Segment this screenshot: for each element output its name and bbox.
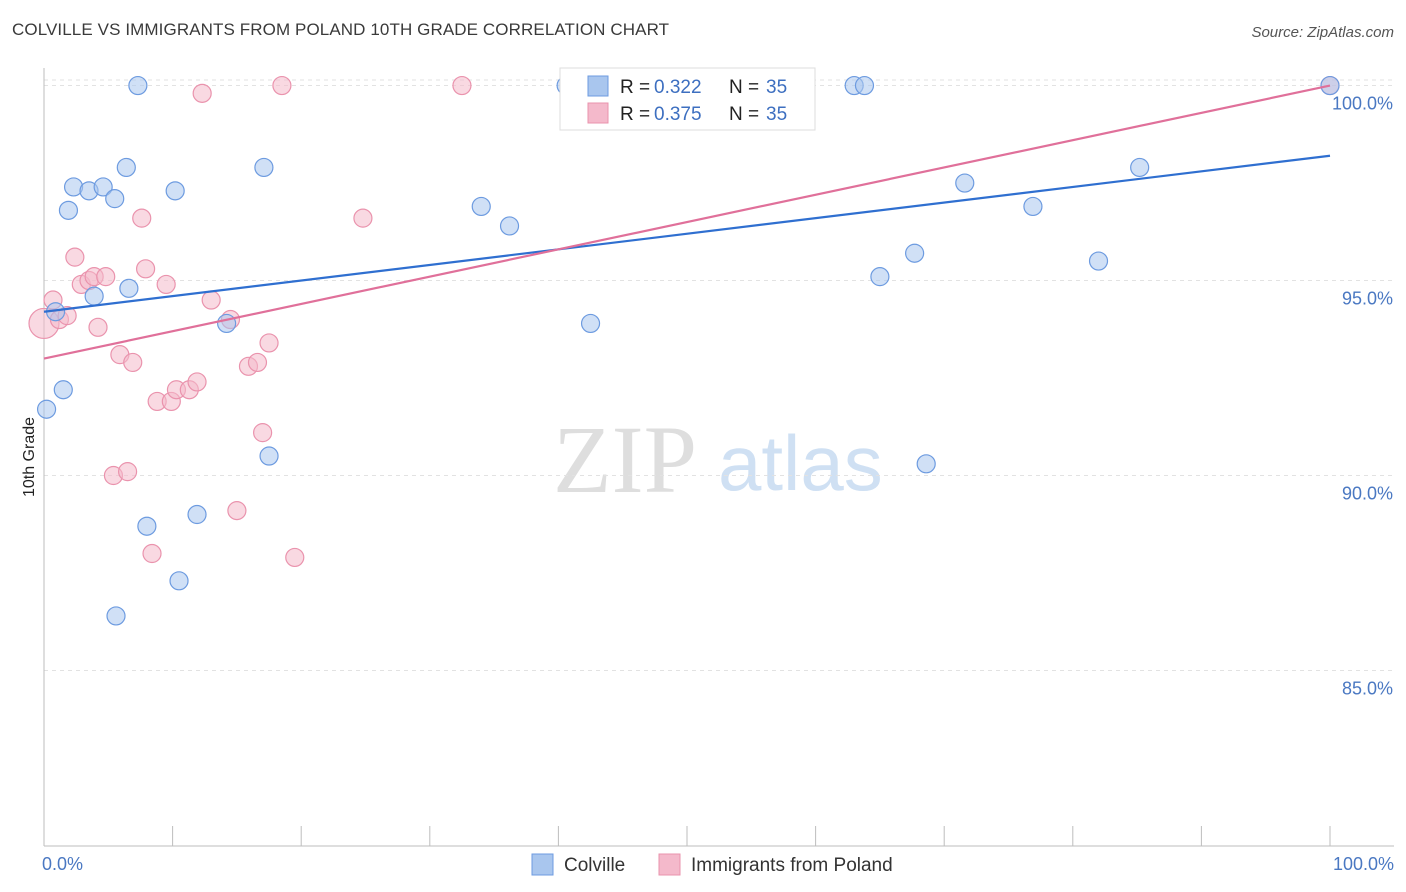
stats-colville-r-value: 0.322 [654,77,702,98]
colville-point-10 [116,157,136,178]
colville-point-18 [254,157,274,178]
poland-point-22 [187,372,207,392]
stats-poland-swatch [587,102,609,124]
stats-poland-n-value: 35 [766,104,787,125]
poland-point-23 [192,83,212,103]
colville-point-17 [217,313,237,334]
poland-point-28 [247,352,268,373]
colville-point-21 [499,216,520,236]
colville-point-2 [53,380,73,400]
colville-point-28 [870,267,890,287]
y-tick-label-85: 85.0% [1342,679,1393,699]
colville-point-20 [471,196,491,217]
colville-trend-line [43,154,1331,313]
stats-colville-n-label: N = [729,77,759,98]
poland-point-12 [117,462,138,482]
watermark-atlas: atlas [718,419,883,507]
poland-point-4 [65,247,85,267]
stats-poland-r-label: R = [620,104,650,125]
poland-point-26 [227,501,247,521]
watermark-zip: ZIP [553,406,697,513]
poland-point-30 [259,333,279,353]
colville-point-16 [187,504,207,525]
legend-colville-label: Colville [564,855,625,876]
stats-poland-n-label: N = [729,104,759,125]
stats-poland-r-value: 0.375 [654,104,702,125]
bottom-legend: Colville Immigrants from Poland [531,853,893,876]
poland-point-9 [96,267,116,287]
colville-point-23 [580,313,601,334]
source-label: Source: ZipAtlas.com [1251,24,1394,41]
poland-point-15 [135,259,156,279]
colville-point-15 [169,571,189,591]
colville-point-13 [137,516,157,536]
y-tick-label-90: 90.0% [1342,484,1393,504]
y-tick-label-95: 95.0% [1342,289,1393,309]
poland-point-14 [132,208,152,228]
x-tick-marks [43,826,1331,846]
colville-point-29 [905,243,925,263]
colville-point-34 [1130,157,1150,178]
poland-point-18 [156,274,176,295]
legend-colville-swatch [531,853,554,876]
poland-point-29 [253,423,273,443]
chart-title: COLVILLE VS IMMIGRANTS FROM POLAND 10TH … [12,20,670,39]
stats-colville-n-value: 35 [766,77,787,98]
poland-point-24 [201,290,221,310]
stats-colville-r-label: R = [620,77,650,98]
colville-point-6 [84,286,104,306]
poland-points [28,75,1340,568]
colville-point-27 [854,75,875,96]
colville-point-30 [916,454,936,474]
colville-point-12 [128,75,148,96]
poland-point-34 [452,75,472,96]
colville-point-19 [259,446,279,466]
poland-point-13 [123,352,143,373]
poland-point-16 [142,543,162,564]
legend-poland-swatch [658,853,681,876]
poland-point-31 [272,75,292,96]
colville-point-0 [36,399,57,419]
colville-points [36,75,1340,626]
colville-point-3 [58,200,79,220]
y-tick-labels: 85.0% 90.0% 95.0% 100.0% [1332,94,1393,699]
colville-point-11 [119,278,139,298]
colville-point-7 [93,177,113,197]
colville-point-32 [1023,196,1043,217]
poland-point-33 [353,208,373,228]
y-axis-title: 10th Grade [21,417,38,497]
trend-lines [43,84,1331,360]
stats-colville-swatch [587,75,609,97]
stats-box: R = 0.322 N = 35 R = 0.375 N = 35 [559,67,816,131]
watermark: ZIP atlas [553,406,883,513]
y-tick-label-100: 100.0% [1332,94,1393,114]
x-tick-label-0: 0.0% [42,854,83,874]
colville-point-31 [955,173,975,193]
colville-point-9 [106,606,126,626]
colville-point-8 [105,189,125,209]
poland-point-32 [285,547,305,568]
colville-point-33 [1088,251,1109,271]
legend-poland-label: Immigrants from Poland [691,855,893,876]
poland-point-8 [88,317,108,337]
poland-trend-line [43,84,1331,360]
colville-point-14 [165,181,185,201]
x-tick-label-100: 100.0% [1333,854,1394,874]
